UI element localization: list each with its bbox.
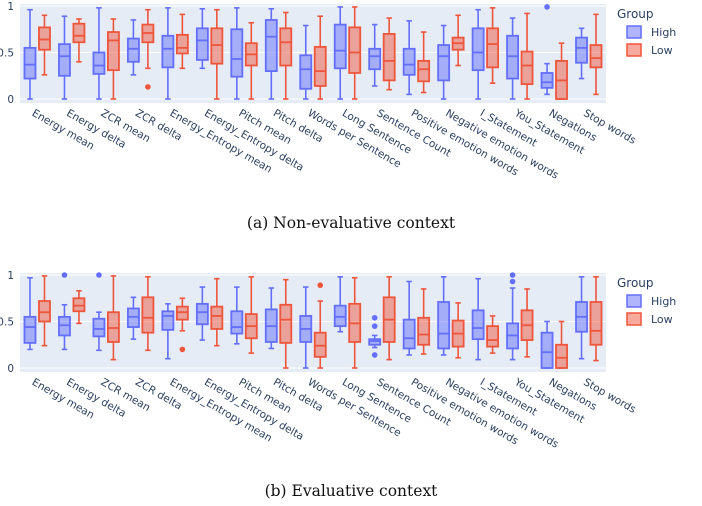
- box-iqr: [142, 297, 153, 332]
- legend-title: Group: [617, 276, 654, 290]
- box-iqr: [280, 28, 291, 65]
- box-iqr: [404, 49, 415, 75]
- box-iqr: [522, 52, 533, 85]
- box-iqr: [590, 302, 601, 345]
- legend-swatch-low: [627, 313, 641, 325]
- outlier-point: [372, 352, 378, 358]
- box-iqr: [93, 319, 104, 337]
- box-iqr: [542, 333, 553, 368]
- legend-label-high: High: [651, 295, 676, 308]
- box-iqr: [335, 306, 346, 326]
- box-iqr: [108, 312, 119, 342]
- box-iqr: [73, 24, 84, 43]
- box-iqr: [73, 298, 84, 311]
- box-iqr: [315, 333, 326, 357]
- y-tick-label: 0.5: [0, 317, 14, 329]
- box-iqr: [418, 61, 429, 81]
- box-iqr: [384, 34, 395, 81]
- box-iqr: [128, 39, 139, 62]
- box-iqr: [231, 29, 242, 76]
- box-iqr: [266, 20, 277, 71]
- box-iqr: [507, 36, 518, 79]
- legend-swatch-low: [627, 44, 641, 56]
- box-iqr: [197, 28, 208, 60]
- box-iqr: [39, 27, 50, 49]
- legend-label-low: Low: [651, 313, 673, 326]
- box-iqr: [300, 55, 311, 88]
- box-iqr: [576, 38, 587, 63]
- box-iqr: [473, 310, 484, 339]
- box-iqr: [369, 49, 380, 69]
- box-iqr: [542, 73, 553, 88]
- box-iqr: [404, 320, 415, 349]
- box-iqr: [349, 27, 360, 73]
- box-iqr: [59, 317, 70, 336]
- y-tick-label: 1: [7, 1, 14, 13]
- box-iqr: [59, 44, 70, 76]
- box-iqr: [93, 53, 104, 74]
- outlier-point: [372, 315, 378, 321]
- box-iqr: [24, 317, 35, 343]
- box-iqr: [211, 307, 222, 329]
- outlier-point: [510, 272, 516, 278]
- legend-label-high: High: [651, 26, 676, 39]
- outlier-point: [180, 347, 186, 353]
- box-iqr: [108, 32, 119, 70]
- outlier-point: [372, 323, 378, 329]
- box-iqr: [438, 302, 449, 349]
- box-iqr: [487, 326, 498, 346]
- box-iqr: [556, 345, 567, 368]
- outlier-point: [145, 84, 151, 90]
- box-iqr: [280, 305, 291, 343]
- box-iqr: [438, 45, 449, 80]
- box-iqr: [487, 28, 498, 67]
- box-iqr: [128, 308, 139, 327]
- figure-caption: (b) Evaluative context: [265, 482, 439, 500]
- box-iqr: [162, 36, 173, 68]
- box-iqr: [197, 304, 208, 324]
- box-iqr: [369, 339, 380, 345]
- box-iqr: [335, 25, 346, 69]
- legend-title: Group: [617, 7, 654, 21]
- box-iqr: [177, 35, 188, 54]
- outlier-point: [62, 272, 68, 278]
- y-tick-label: 0: [7, 363, 14, 375]
- box-iqr: [162, 311, 173, 330]
- figure-caption: (a) Non-evaluative context: [247, 214, 456, 232]
- legend-swatch-high: [627, 26, 641, 38]
- box-iqr: [590, 45, 601, 67]
- legend-swatch-high: [627, 295, 641, 307]
- outlier-point: [544, 4, 550, 10]
- outlier-point: [96, 272, 102, 278]
- box-iqr: [177, 307, 188, 320]
- box-iqr: [418, 318, 429, 345]
- outlier-point: [510, 279, 516, 285]
- legend-label-low: Low: [651, 44, 673, 57]
- box-iqr: [231, 311, 242, 333]
- box-iqr: [24, 48, 35, 79]
- box-iqr: [315, 47, 326, 86]
- box-iqr: [473, 28, 484, 70]
- outlier-point: [317, 282, 323, 288]
- y-tick-label: 0: [7, 94, 14, 106]
- y-tick-label: 0.5: [0, 48, 14, 60]
- box-iqr: [211, 28, 222, 63]
- y-tick-label: 1: [7, 270, 14, 282]
- box-iqr: [39, 301, 50, 321]
